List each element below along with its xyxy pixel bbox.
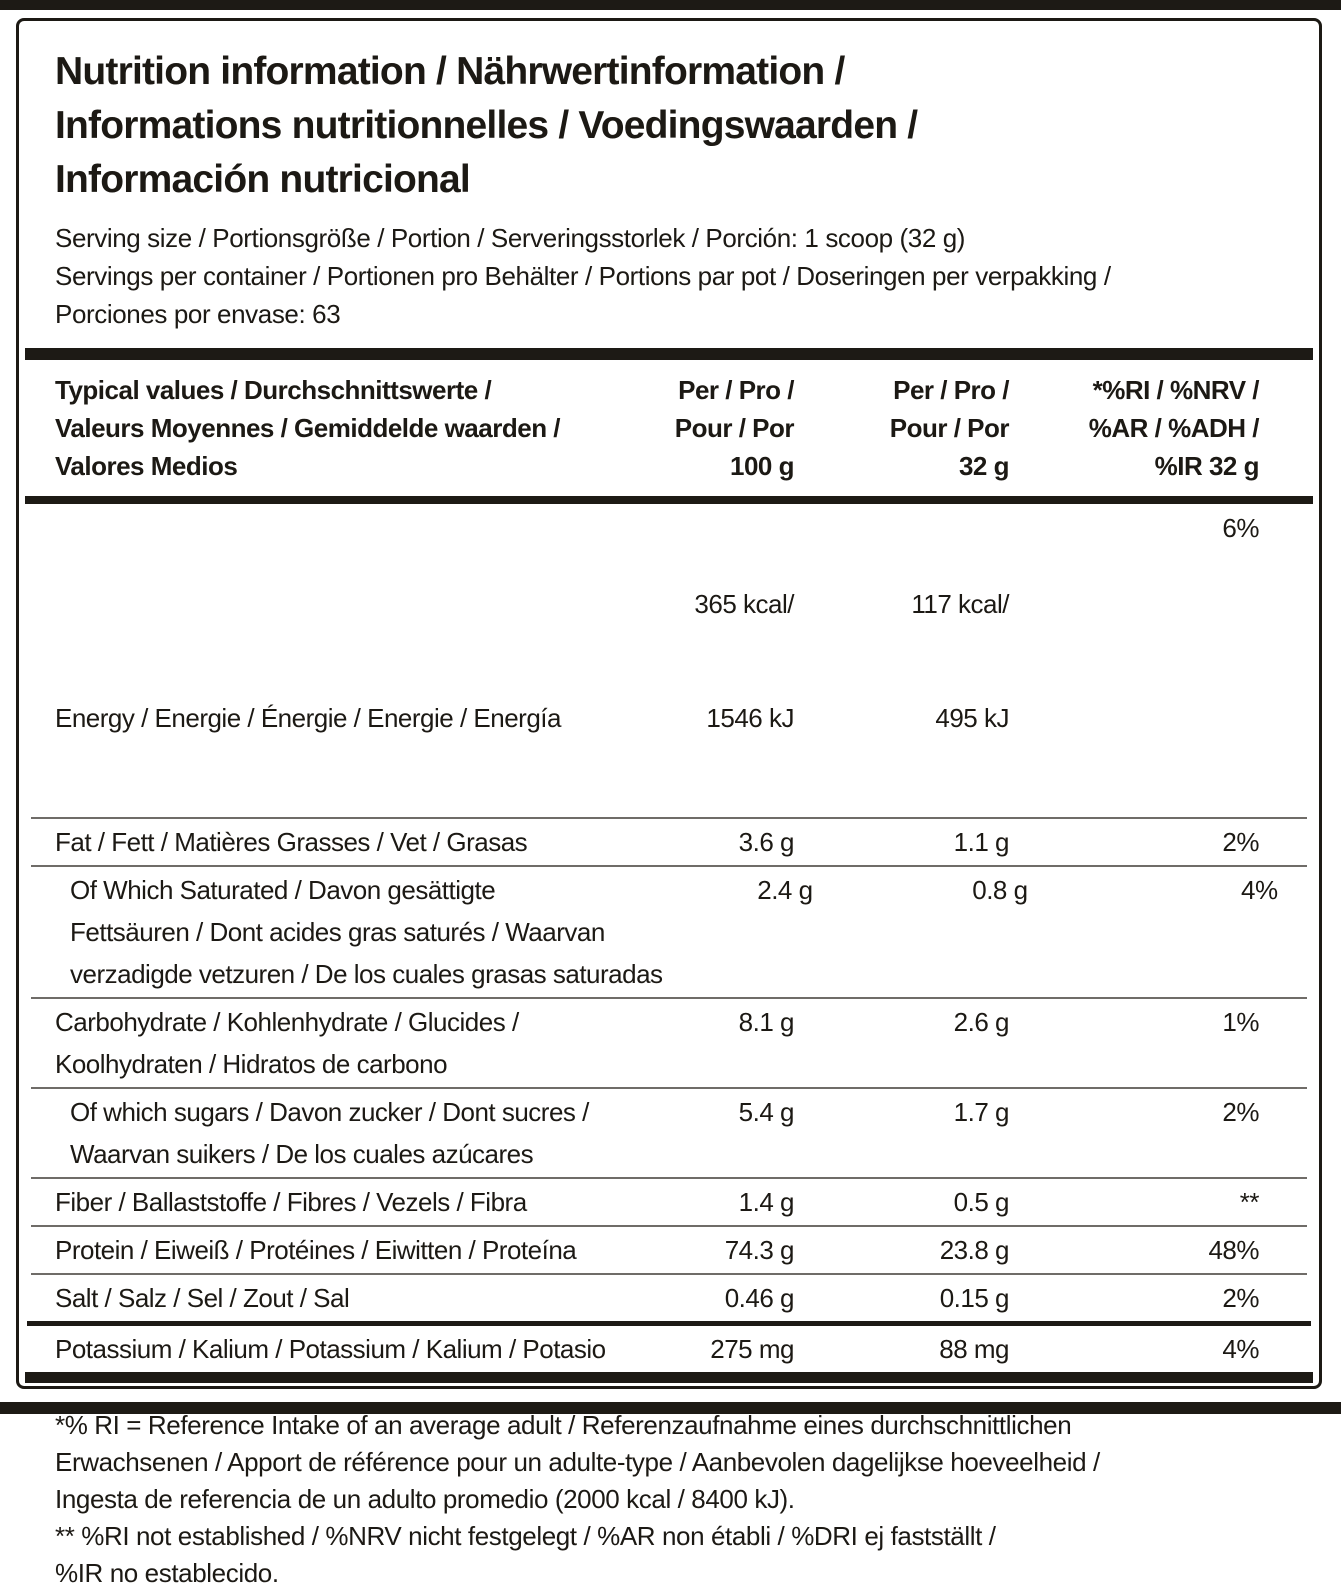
label-title: Nutrition information / Nährwertinformat… xyxy=(55,50,918,201)
saturated-per100: 2.4 g xyxy=(757,875,813,905)
row-divider xyxy=(31,817,1307,819)
energy-per-32g: 117 kcal/ 495 kJ xyxy=(794,509,1009,813)
protein-ri: 48% xyxy=(1208,1235,1259,1265)
table-row-carbohydrate: Carbohydrate / Kohlenhydrate / Glucides … xyxy=(25,999,1313,1087)
carbohydrate-per100: 8.1 g xyxy=(738,1007,795,1037)
top-edge-bar xyxy=(0,0,1341,10)
sugars-label: Of which sugars / Davon zucker / Dont su… xyxy=(70,1097,589,1169)
carbohydrate-per32: 2.6 g xyxy=(953,1007,1010,1037)
row-divider xyxy=(31,1225,1307,1227)
salt-per100: 0.46 g xyxy=(724,1283,795,1313)
sugars-ri: 2% xyxy=(1222,1097,1259,1127)
row-divider xyxy=(31,865,1307,867)
table-row-energy: Energy / Energie / Énergie / Energie / E… xyxy=(25,504,1313,817)
salt-ri: 2% xyxy=(1222,1283,1259,1313)
protein-label: Protein / Eiweiß / Protéines / Eiwitten … xyxy=(55,1235,577,1265)
energy-per-100g: 365 kcal/ 1546 kJ xyxy=(644,509,794,813)
fat-per100: 3.6 g xyxy=(738,827,795,857)
table-bottom-rule xyxy=(25,1372,1313,1383)
table-row-saturated-fat: Of Which Saturated / Davon gesättigte Fe… xyxy=(25,867,1313,997)
energy-per100-kj: 1546 kJ xyxy=(706,703,794,733)
table-row-fat: Fat / Fett / Matières Grasses / Vet / Gr… xyxy=(25,819,1313,865)
fat-ri: 2% xyxy=(1222,827,1259,857)
row-divider xyxy=(31,997,1307,999)
table-row-potassium: Potassium / Kalium / Potassium / Kalium … xyxy=(25,1326,1313,1372)
fiber-per32: 0.5 g xyxy=(953,1187,1010,1217)
fiber-per100: 1.4 g xyxy=(738,1187,795,1217)
protein-per32: 23.8 g xyxy=(939,1235,1010,1265)
table-row-salt: Salt / Salz / Sel / Zout / Sal 0.46 g 0.… xyxy=(25,1275,1313,1321)
salt-per32: 0.15 g xyxy=(939,1283,1010,1313)
header-typical-values: Typical values / Durchschnittswerte / Va… xyxy=(55,375,561,481)
footnote-reference-intake: *% RI = Reference Intake of an average a… xyxy=(55,1410,1100,1514)
potassium-per100: 275 mg xyxy=(710,1334,794,1364)
saturated-ri: 4% xyxy=(1240,875,1278,905)
saturated-per32: 0.8 g xyxy=(972,875,1028,905)
potassium-per32: 88 mg xyxy=(939,1334,1009,1364)
bottom-edge-bar xyxy=(0,1402,1341,1414)
serving-size-line: Serving size / Portionsgröße / Portion /… xyxy=(55,223,966,253)
salt-label: Salt / Salz / Sel / Zout / Sal xyxy=(55,1283,350,1313)
carbohydrate-ri: 1% xyxy=(1222,1007,1259,1037)
serving-info: Serving size / Portionsgröße / Portion /… xyxy=(55,219,1283,333)
nutrition-label-box: Nutrition information / Nährwertinformat… xyxy=(16,18,1322,1588)
table-top-rule xyxy=(25,348,1313,360)
row-divider xyxy=(31,1177,1307,1179)
energy-label: Energy / Energie / Énergie / Energie / E… xyxy=(55,703,561,733)
header-per-32g: Per / Pro / Pour / Por 32 g xyxy=(889,375,1010,481)
header-bottom-rule xyxy=(25,496,1313,504)
saturated-label: Of Which Saturated / Davon gesättigte Fe… xyxy=(70,875,663,989)
table-row-sugars: Of which sugars / Davon zucker / Dont su… xyxy=(25,1089,1313,1177)
row-divider xyxy=(31,1273,1307,1275)
energy-label-cell: Energy / Energie / Énergie / Energie / E… xyxy=(55,509,644,813)
carbohydrate-label: Carbohydrate / Kohlenhydrate / Glucides … xyxy=(55,1007,519,1079)
header-reference-intake: *%RI / %NRV / %AR / %ADH / %IR 32 g xyxy=(1088,375,1260,481)
table-row-fiber: Fiber / Ballaststoffe / Fibres / Vezels … xyxy=(25,1179,1313,1225)
spacer xyxy=(55,585,644,623)
protein-per100: 74.3 g xyxy=(724,1235,795,1265)
footnote-ri-not-established: ** %RI not established / %NRV nicht fest… xyxy=(55,1521,996,1588)
footnotes: *% RI = Reference Intake of an average a… xyxy=(55,1407,1283,1592)
fat-per32: 1.1 g xyxy=(953,827,1010,857)
energy-per32-kcal: 117 kcal/ xyxy=(911,589,1009,619)
table-row-protein: Protein / Eiweiß / Protéines / Eiwitten … xyxy=(25,1227,1313,1273)
energy-per32-kj: 495 kJ xyxy=(935,703,1009,733)
row-divider xyxy=(31,1087,1307,1089)
servings-per-container-line: Servings per container / Portionen pro B… xyxy=(55,261,1111,329)
header-per-100g: Per / Pro / Pour / Por 100 g xyxy=(674,375,795,481)
fiber-ri: ** xyxy=(1239,1187,1260,1217)
potassium-label: Potassium / Kalium / Potassium / Kalium … xyxy=(55,1334,606,1364)
energy-per100-kcal: 365 kcal/ xyxy=(694,589,794,619)
potassium-top-rule xyxy=(27,1321,1311,1326)
table-header-row: Typical values / Durchschnittswerte / Va… xyxy=(25,360,1313,496)
sugars-per100: 5.4 g xyxy=(738,1097,795,1127)
fiber-label: Fiber / Ballaststoffe / Fibres / Vezels … xyxy=(55,1187,527,1217)
fat-label: Fat / Fett / Matières Grasses / Vet / Gr… xyxy=(55,827,528,857)
sugars-per32: 1.7 g xyxy=(953,1097,1010,1127)
energy-ri: 6% xyxy=(1222,513,1259,543)
potassium-ri: 4% xyxy=(1222,1334,1259,1364)
